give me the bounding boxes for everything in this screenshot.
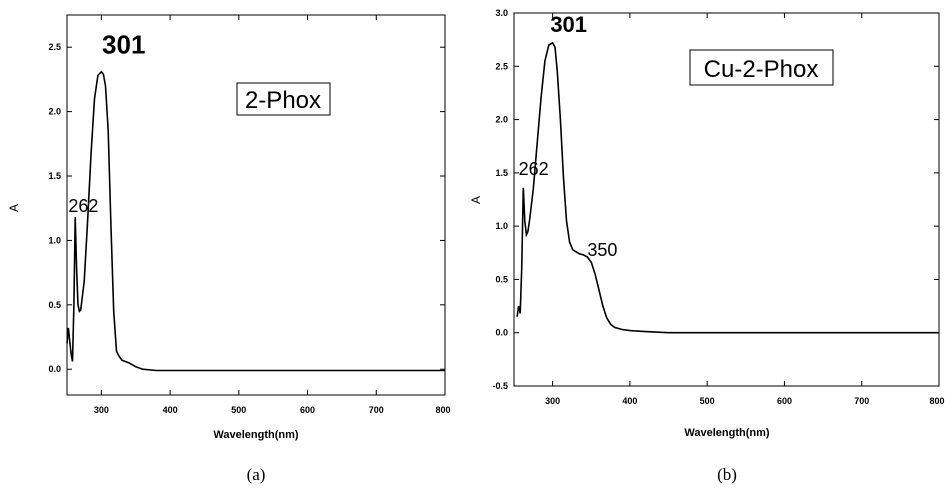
x-tick-label-b: 600 <box>777 396 792 406</box>
plot-frame-b <box>513 12 940 387</box>
x-axis-label-b: Wavelength(nm) <box>684 427 769 439</box>
y-axis-label-b: A <box>469 196 483 204</box>
legend-frame-a <box>236 82 331 116</box>
y-tick-label-a: 1.5 <box>48 171 61 181</box>
legend-label-b: Cu-2-Phox <box>704 56 819 83</box>
y-tick-label-b: -0.5 <box>492 381 508 391</box>
x-axis-label-a: Wavelength(nm) <box>213 429 298 441</box>
y-tick-label-b: 3.0 <box>495 8 508 18</box>
legend-box-a: 2-Phox <box>236 82 331 116</box>
x-tick-label-a: 500 <box>231 405 246 415</box>
peak-label-b: 262 <box>519 159 549 179</box>
caption-b: (b) <box>717 465 737 484</box>
y-tick-label-b: 0.0 <box>495 328 508 338</box>
x-tick-label-a: 300 <box>94 405 109 415</box>
y-tick-label-a: 0.0 <box>48 364 61 374</box>
plot-frame-a <box>66 14 446 396</box>
y-tick-label-a: 0.5 <box>48 300 61 310</box>
x-tick-label-b: 500 <box>700 396 715 406</box>
peak-label-b: 350 <box>587 240 617 260</box>
x-tick-label-b: 800 <box>929 396 944 406</box>
chart-panel-b: -0.5 0.0 0.5 1.0 1.5 2.0 2.5 3.0 300 400 500 600 70… <box>469 8 945 484</box>
x-tick-label-a: 800 <box>435 405 450 415</box>
y-tick-label-a: 2.0 <box>48 107 61 117</box>
x-tick-label-a: 600 <box>300 405 315 415</box>
peak-label-a: 262 <box>68 196 98 216</box>
y-tick-label-b: 1.5 <box>495 168 508 178</box>
x-tick-label-a: 700 <box>369 405 384 415</box>
y-ticks-a: 0.0 0.5 1.0 1.5 2.0 2.5 <box>48 42 445 374</box>
absorption-line-a <box>66 70 445 372</box>
y-tick-label-b: 2.0 <box>495 115 508 125</box>
y-ticks-b: -0.5 0.0 0.5 1.0 1.5 2.0 2.5 3.0 <box>492 8 939 391</box>
peak-label-a: 301 <box>102 30 145 60</box>
x-ticks-b: 300 400 500 600 700 800 <box>545 13 945 406</box>
y-axis-label-a: A <box>7 204 21 212</box>
absorption-line-b <box>516 41 939 334</box>
caption-a: (a) <box>247 465 266 484</box>
chart-panel-a: 0.00.51.01.52.02.5 300 400 500 600 700 800 A … <box>7 14 451 484</box>
x-tick-label-b: 700 <box>854 396 869 406</box>
legend-frame-b <box>689 49 834 86</box>
y-tick-label-a: 2.5 <box>48 42 61 52</box>
y-tick-label-b: 2.5 <box>495 61 508 71</box>
y-tick-label-a: 1.0 <box>48 235 61 245</box>
peak-label-b: 301 <box>550 12 587 37</box>
legend-label-a: 2-Phox <box>245 87 321 114</box>
x-tick-label-b: 400 <box>622 396 637 406</box>
y-tick-label-b: 1.0 <box>495 221 508 231</box>
y-tick-label-b: 0.5 <box>495 274 508 284</box>
x-tick-label-a: 400 <box>163 405 178 415</box>
x-tick-label-b: 300 <box>545 396 560 406</box>
legend-box-b: Cu-2-Phox <box>689 49 834 86</box>
x-ticks-a: 300 400 500 600 700 800 <box>94 15 451 415</box>
